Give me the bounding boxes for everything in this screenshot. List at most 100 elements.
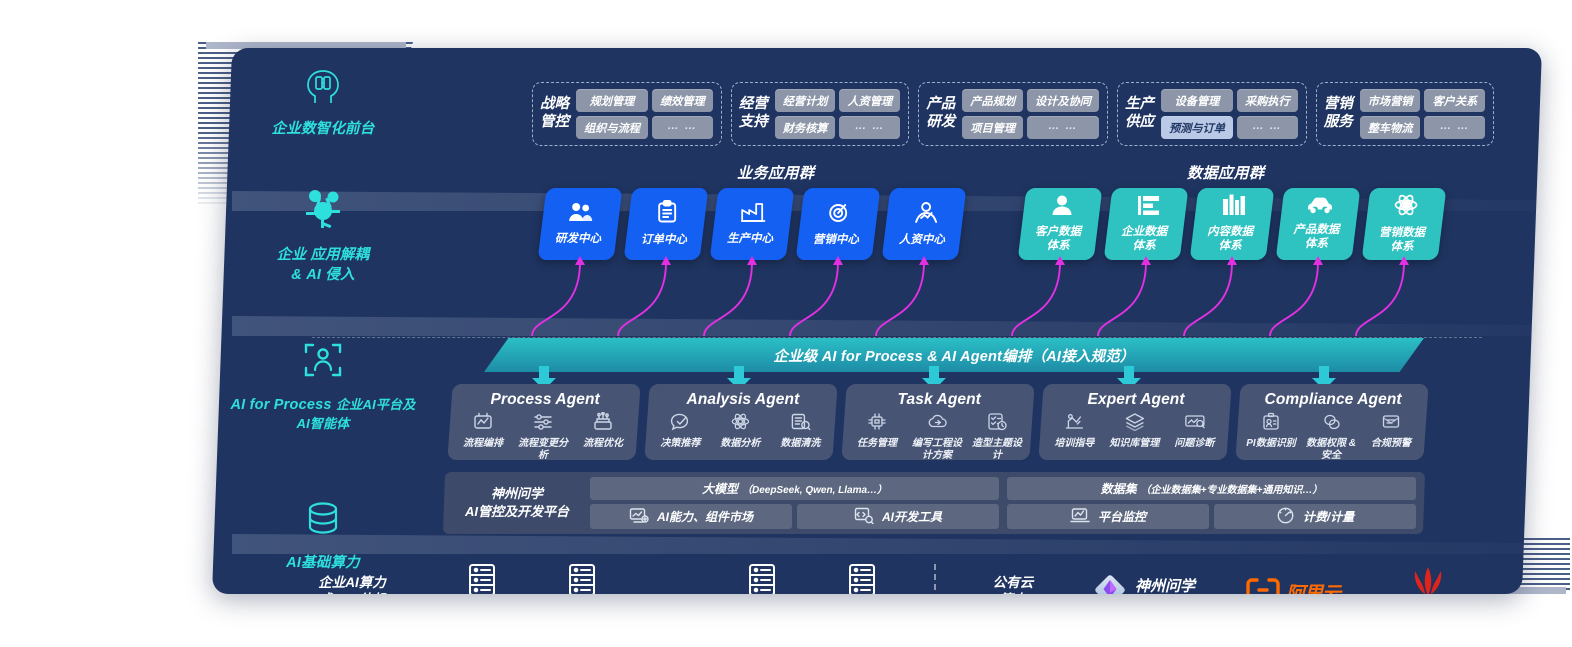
domain-chip-more[interactable]: … … (1027, 116, 1099, 139)
agent-item[interactable]: 流程优化 (575, 411, 631, 461)
domain-chip[interactable]: 项目管理 (962, 116, 1024, 139)
domain-group-operations[interactable]: 经营 支持 经营计划 人资管理 财务核算 … … (730, 82, 910, 146)
platform-model-bar[interactable]: 大模型 （DeepSeek, Qwen, Llama…） (590, 477, 1000, 500)
agent-item[interactable]: 流程编排 (455, 412, 511, 461)
app-card-label: 研发中心 (555, 233, 602, 246)
platform-cell-monitoring[interactable]: 平台监控 (1007, 504, 1210, 529)
domain-chip[interactable]: 设计及协同 (1027, 89, 1099, 112)
app-card-product-data[interactable]: 产品数据 体系 (1275, 188, 1361, 260)
agent-item[interactable]: 任务管理 (849, 412, 905, 461)
infrastructure-row: 企业AI算力 或AI一体机 数据中心 (272, 546, 1512, 594)
agent-item[interactable]: 决策推荐 (652, 412, 708, 450)
id-card-icon (1261, 412, 1281, 436)
agent-card-compliance[interactable]: Compliance Agent PI数据识别 (1235, 384, 1429, 461)
agent-item[interactable]: 流程变更分析 (515, 412, 571, 461)
agent-item[interactable]: 知识库管理 (1106, 412, 1162, 450)
domain-chip-more[interactable]: … … (651, 116, 713, 139)
domain-chip[interactable]: 绩效管理 (651, 89, 713, 112)
domain-chip[interactable]: 采购执行 (1236, 89, 1298, 112)
platform-name: 神州问学 AI管控及开发平台 (464, 486, 570, 519)
infra-node-ai-appliance-2[interactable]: AI一体机 (812, 563, 912, 594)
platform-cell-market[interactable]: AI能力、组件市场 (590, 504, 793, 529)
atom-analysis-icon (730, 412, 750, 436)
agent-title: Expert Agent (1088, 391, 1186, 408)
flow-chart-icon (473, 412, 493, 436)
app-card-hr-center[interactable]: 人资中心 (881, 188, 967, 260)
platform-dataset-bar[interactable]: 数据集 （企业数据集+专业数据集+通用知识…） (1007, 477, 1417, 500)
domain-chip[interactable]: 财务核算 (774, 116, 836, 139)
agent-title: Process Agent (490, 391, 601, 408)
user-icon (1051, 194, 1073, 221)
agent-card-process[interactable]: Process Agent 流程编排 (447, 384, 641, 461)
domain-chip[interactable]: 组织与流程 (576, 116, 648, 139)
domain-chip-more[interactable]: … … (1424, 116, 1486, 139)
platform-model-sub: （DeepSeek, Qwen, Llama…） (741, 485, 888, 496)
domain-chip[interactable]: 经营计划 (774, 89, 836, 112)
domain-chip[interactable]: 产品规划 (962, 89, 1024, 112)
app-card-order-center[interactable]: 订单中心 (623, 188, 709, 260)
huawei-logo[interactable]: HUAWEI (1368, 565, 1488, 594)
domain-chip[interactable]: 市场营销 (1359, 89, 1421, 112)
chip-grid: 经营计划 人资管理 财务核算 … … (774, 89, 901, 139)
infra-more-dots: … … (632, 584, 712, 595)
data-apps-row: 客户数据 体系 企业数据 体系 (1017, 188, 1447, 260)
platform-cell-label: 计费/计量 (1302, 510, 1355, 524)
infra-node-datacenter-2[interactable]: 数据中心 (532, 563, 632, 594)
app-card-customer-data[interactable]: 客户数据 体系 (1017, 188, 1103, 260)
agent-item[interactable]: 造型主题设计 (969, 412, 1025, 461)
app-card-production-center[interactable]: 生产中心 (709, 188, 795, 260)
domain-chip-more[interactable]: … … (839, 116, 901, 139)
agent-card-task[interactable]: Task Agent 任务管理 (841, 384, 1035, 461)
ai-platform-panel[interactable]: 神州问学 AI管控及开发平台 大模型 （DeepSeek, Qwen, Llam… (442, 472, 1426, 534)
domain-chip[interactable]: 整车物流 (1359, 116, 1421, 139)
domain-group-rnd[interactable]: 产品 研发 产品规划 设计及协同 项目管理 … … (918, 82, 1108, 146)
factory-icon (740, 201, 766, 228)
infra-node-ai-appliance-1[interactable]: AI一体机 (712, 563, 812, 594)
infra-divider (912, 564, 958, 594)
agent-card-expert[interactable]: Expert Agent 培训指导 (1038, 384, 1232, 460)
data-clean-icon (790, 412, 811, 436)
platform-cell-billing[interactable]: 计费/计量 (1214, 504, 1417, 529)
rail-item-ai-for-process: AI for Process 企业AI平台及 AI智能体 (218, 338, 428, 433)
infra-enterprise-compute: 企业AI算力 或AI一体机 (272, 575, 432, 594)
domain-group-production[interactable]: 生产 供应 设备管理 采购执行 预测与订单 … … (1116, 82, 1307, 146)
app-card-label: 人资中心 (898, 233, 945, 246)
agent-item[interactable]: 数据清洗 (772, 412, 828, 450)
app-card-content-data[interactable]: 内容数据 体系 (1189, 188, 1275, 260)
app-card-marketing-center[interactable]: 营销中心 (795, 188, 881, 260)
platform-cell-devtools[interactable]: AI开发工具 (797, 504, 1000, 529)
domain-chip-more[interactable]: … … (1236, 116, 1298, 139)
domain-chip[interactable]: 人资管理 (839, 89, 901, 112)
agent-item[interactable]: 培训指导 (1046, 412, 1102, 450)
domain-chip-highlighted[interactable]: 预测与订单 (1160, 116, 1233, 139)
agent-item[interactable]: 合规预警 (1363, 412, 1419, 461)
shenzhou-wenxue-logo[interactable]: 神州问学 Smart Vision (1068, 571, 1218, 594)
aliyun-logo[interactable]: 阿里云 (1218, 577, 1368, 594)
database-icon (218, 498, 428, 545)
agent-card-analysis[interactable]: Analysis Agent 决策推荐 (644, 384, 838, 460)
agent-item[interactable]: 数据分析 (712, 412, 768, 450)
optimize-icon (593, 411, 613, 436)
infra-node-datacenter-1[interactable]: 数据中心 (432, 563, 532, 594)
agent-item-label: 流程编排 (462, 438, 503, 449)
agent-item[interactable]: 编写工程设计方案 (909, 412, 965, 461)
domain-groups-row: 战略 管控 规划管理 绩效管理 组织与流程 … … 经营 支持 经营计划 人资管… (532, 82, 1495, 146)
app-card-rnd-center[interactable]: 研发中心 (537, 188, 623, 260)
agent-item[interactable]: PI数据识别 (1243, 412, 1299, 461)
monitor-icon (1070, 507, 1090, 527)
app-card-marketing-data[interactable]: 营销数据 体系 (1361, 188, 1447, 260)
domain-chip[interactable]: 客户关系 (1424, 89, 1486, 112)
sliders-icon (533, 412, 553, 436)
chip-grid: 市场营销 客户关系 整车物流 … … (1359, 89, 1486, 139)
domain-chip[interactable]: 规划管理 (576, 89, 648, 112)
domain-title: 战略 管控 (540, 96, 570, 130)
domain-group-strategy[interactable]: 战略 管控 规划管理 绩效管理 组织与流程 … … (532, 82, 722, 146)
domain-group-marketing[interactable]: 营销 服务 市场营销 客户关系 整车物流 … … (1315, 82, 1495, 146)
infra-label: 公有云 算力 (992, 575, 1034, 594)
app-card-enterprise-data[interactable]: 企业数据 体系 (1103, 188, 1189, 260)
domain-chip[interactable]: 设备管理 (1160, 89, 1233, 112)
agent-item[interactable]: 问题诊断 (1166, 412, 1222, 450)
gauge-icon (1276, 507, 1295, 527)
platform-left-cells: AI能力、组件市场 AI开发工具 (590, 504, 1000, 529)
agent-item[interactable]: 数据权限 & 安全 (1303, 412, 1359, 461)
